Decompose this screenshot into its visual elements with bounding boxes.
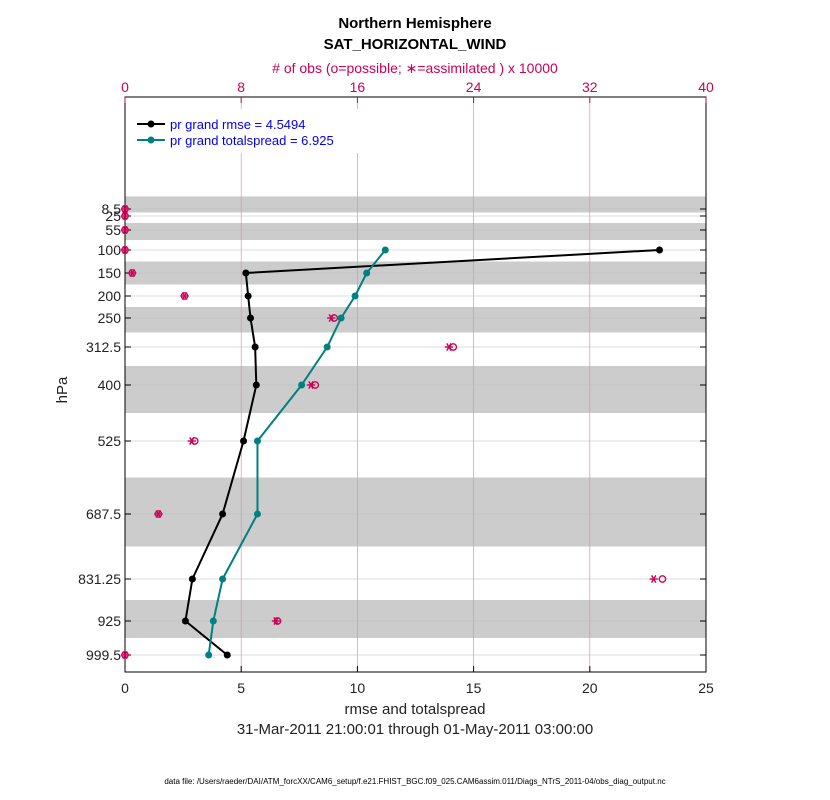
y-tick-label: 100 [98,242,122,258]
x-axis-label: rmse and totalspread [345,701,486,718]
legend-marker-rmse [147,120,155,128]
series-point-0 [656,246,664,254]
footer-data-file: data file: /Users/raeder/DAI/ATM_forcXX/… [164,777,665,786]
y-axis-label: hPa [54,376,71,403]
series-point-1 [253,510,261,518]
layer-band [125,196,706,213]
series-point-1 [298,381,306,389]
obs-assimilated-marker [120,246,130,254]
y-tick-label: 687.5 [86,506,121,522]
obs-assimilated-marker [128,269,137,277]
series-point-1 [253,437,261,445]
series-point-1 [219,575,227,583]
layer-bands [125,196,706,638]
chart-subtitle: SAT_HORIZONTAL_WIND [324,36,507,53]
x-tick-label: 5 [237,680,245,696]
top-tick-label: 0 [121,79,129,95]
x-tick-label: 10 [350,680,366,696]
obs-markers [120,205,667,659]
obs-assimilated-marker [306,381,316,389]
series-point-0 [251,343,259,351]
series-point-1 [363,269,371,277]
series-point-1 [209,617,217,625]
x-tick-label: 15 [466,680,482,696]
x-tick-label: 20 [582,680,598,696]
x-axis-ticks: 0 5 10 15 20 25 [121,666,714,696]
series-point-1 [337,314,345,322]
obs-possible-marker [658,575,667,583]
layer-band [125,366,706,413]
series-point-1 [323,343,331,351]
top-tick-label: 32 [582,79,598,95]
top-tick-label: 16 [350,79,366,95]
series-point-1 [351,292,359,300]
legend: pr grand rmse = 4.5494 pr grand totalspr… [129,109,364,153]
legend-box [129,109,364,153]
obs-assimilated-marker [120,651,130,659]
y-tick-label: 250 [98,310,122,326]
date-range: 31-Mar-2011 21:00:01 through 01-May-2011… [237,721,593,738]
series-point-0 [244,292,252,300]
y-tick-label: 200 [98,288,122,304]
series-point-0 [188,575,196,583]
series-point-1 [381,246,389,254]
y-tick-label: 55 [105,222,121,238]
y-tick-label: 25 [105,208,121,224]
obs-assimilated-marker [154,510,163,518]
top-tick-label: 40 [698,79,714,95]
x-tick-label: 0 [121,680,129,696]
top-axis-label: # of obs (o=possible; ∗=assimilated ) x … [272,60,558,76]
y-tick-label: 999.5 [86,647,121,663]
layer-band [125,307,706,333]
legend-marker-spread [147,136,155,144]
series-point-0 [242,269,250,277]
top-tick-label: 8 [237,79,245,95]
y-tick-label: 525 [98,433,122,449]
layer-band [125,600,706,638]
top-axis-ticks: 0 8 16 24 32 40 [121,79,714,103]
y-tick-label: 925 [98,613,122,629]
obs-assimilated-marker [120,212,130,220]
obs-assimilated-marker [271,617,281,625]
series-point-1 [205,651,213,659]
series-point-0 [252,381,260,389]
y-tick-label: 831.25 [78,571,121,587]
obs-assimilated-marker [120,205,130,213]
chart-title: Northern Hemisphere [338,15,491,32]
obs-assimilated-marker [444,343,454,351]
obs-assimilated-marker [180,292,189,300]
series-point-0 [219,510,227,518]
obs-assimilated-marker [327,314,336,322]
obs-assimilated-marker [649,575,658,583]
y-tick-label: 150 [98,265,122,281]
top-tick-label: 24 [466,79,482,95]
series-point-0 [246,314,254,322]
obs-assimilated-marker [187,437,197,445]
y-tick-label: 8.5 [102,201,122,217]
obs-assimilated-marker [120,226,130,234]
layer-band [125,223,706,240]
legend-label-rmse: pr grand rmse = 4.5494 [170,117,306,132]
data-series [181,246,664,659]
y-tick-label: 400 [98,377,122,393]
series-point-0 [181,617,189,625]
legend-label-spread: pr grand totalspread = 6.925 [170,133,334,148]
series-point-0 [223,651,231,659]
y-tick-label: 312.5 [86,339,121,355]
series-point-0 [240,437,248,445]
x-tick-label: 25 [698,680,714,696]
